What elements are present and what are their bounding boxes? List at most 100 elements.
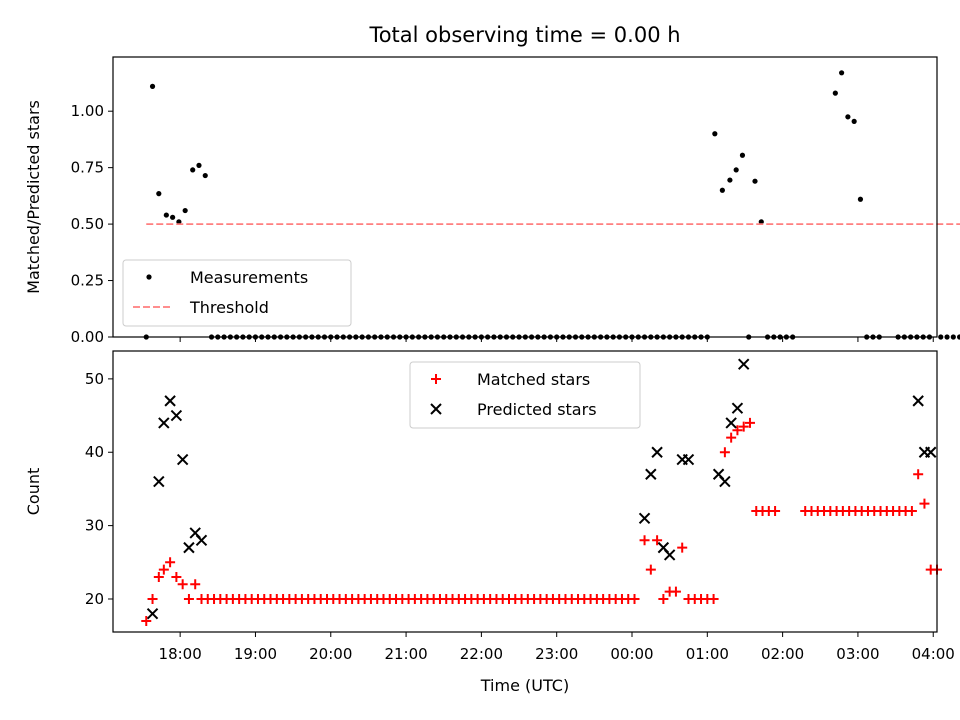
data-point: [147, 593, 158, 604]
legend-label: Threshold: [189, 298, 269, 317]
data-point: [726, 432, 737, 443]
y-tick-label: 0.75: [71, 159, 104, 177]
data-point: [906, 505, 917, 516]
panel-1: Total observing time = 0.00 h Matched/Pre…: [24, 23, 960, 346]
data-point: [845, 114, 851, 120]
data-point: [146, 607, 159, 620]
x-tick-label: 20:00: [309, 645, 352, 663]
data-point: [738, 358, 750, 370]
legend: Measurements Threshold: [122, 259, 352, 327]
data-point: [739, 152, 746, 158]
y-tick-label: 50: [85, 370, 104, 388]
y-tick-label: 40: [85, 443, 104, 461]
data-point: [164, 395, 176, 407]
data-point: [744, 417, 755, 428]
data-point: [913, 469, 924, 480]
y-tick-label: 0.00: [71, 328, 104, 346]
data-point: [190, 579, 201, 590]
data-point: [752, 178, 758, 184]
data-point: [912, 395, 924, 407]
data-point: [190, 167, 196, 173]
data-point: [719, 475, 731, 488]
panel-2: Count Time (UTC) 20 30 40 50 18:00 19:00 20:00 21…: [24, 350, 955, 695]
data-point: [938, 334, 944, 340]
data-point: [629, 593, 640, 604]
data-point: [712, 131, 718, 137]
legend-swatch: [431, 374, 441, 384]
data-point: [956, 334, 960, 340]
legend-label: Measurements: [190, 268, 308, 287]
data-point: [851, 118, 857, 124]
data-point: [925, 446, 937, 458]
data-point: [663, 549, 676, 561]
data-point: [195, 534, 208, 546]
x-tick-label: 18:00: [159, 645, 202, 663]
data-point: [176, 219, 182, 225]
data-point: [950, 334, 956, 340]
plot-frame: [112, 350, 938, 633]
data-point: [196, 162, 202, 168]
data-point: [176, 453, 189, 466]
data-point: [170, 409, 183, 422]
data-point: [156, 191, 162, 197]
legend-swatch: [430, 403, 442, 415]
x-tick-label: 23:00: [535, 645, 578, 663]
data-point: [670, 586, 681, 597]
data-point: [202, 172, 208, 179]
data-point: [645, 564, 656, 575]
data-point: [163, 212, 169, 218]
chart-title: Total observing time = 0.00 h: [368, 23, 680, 47]
data-point: [719, 187, 725, 193]
data-point: [738, 421, 749, 432]
data-point: [677, 542, 688, 553]
data-point: [725, 417, 737, 429]
legend-swatch: [146, 274, 152, 280]
legend-box: [409, 361, 641, 429]
data-point: [170, 214, 176, 220]
x-tick-label: 22:00: [460, 645, 503, 663]
data-point: [732, 425, 743, 436]
x-tick-label: 03:00: [836, 645, 879, 663]
data-point: [731, 402, 744, 414]
x-axis-label: Time (UTC): [480, 676, 569, 695]
y-axis-label: Count: [24, 468, 43, 516]
data-point: [770, 505, 781, 516]
y-tick-label: 30: [85, 517, 104, 535]
legend-box: [122, 259, 352, 327]
data-point: [944, 334, 950, 340]
data-point: [638, 512, 651, 524]
data-point: [183, 541, 195, 554]
data-point: [645, 468, 657, 480]
series-1: [143, 70, 864, 340]
data-point: [153, 571, 164, 582]
x-tick-label: 19:00: [234, 645, 277, 663]
data-point: [839, 70, 845, 76]
x-tick-label: 02:00: [761, 645, 804, 663]
data-point: [708, 593, 719, 604]
x-tick-label: 04:00: [912, 645, 955, 663]
data-point: [733, 167, 739, 173]
legend-label: Predicted stars: [477, 400, 597, 419]
y-tick-label: 1.00: [71, 102, 104, 120]
y-axis-label: Matched/Predicted stars: [24, 100, 43, 294]
data-point: [832, 90, 838, 96]
data-point: [158, 417, 170, 429]
data-point: [183, 593, 194, 604]
data-point: [682, 453, 695, 466]
series-1: [141, 417, 942, 626]
data-point: [149, 83, 156, 89]
data-point: [919, 498, 930, 509]
series-2: [146, 358, 937, 620]
data-point: [857, 196, 864, 202]
x-tick-label: 00:00: [610, 645, 653, 663]
data-point: [153, 475, 165, 488]
data-point: [719, 447, 730, 458]
x-tick-label: 01:00: [686, 645, 729, 663]
data-point: [158, 564, 169, 575]
data-point: [658, 593, 669, 604]
data-point: [182, 207, 188, 214]
y-tick-label: 20: [85, 590, 104, 608]
data-point: [651, 446, 663, 458]
data-point: [177, 579, 188, 590]
